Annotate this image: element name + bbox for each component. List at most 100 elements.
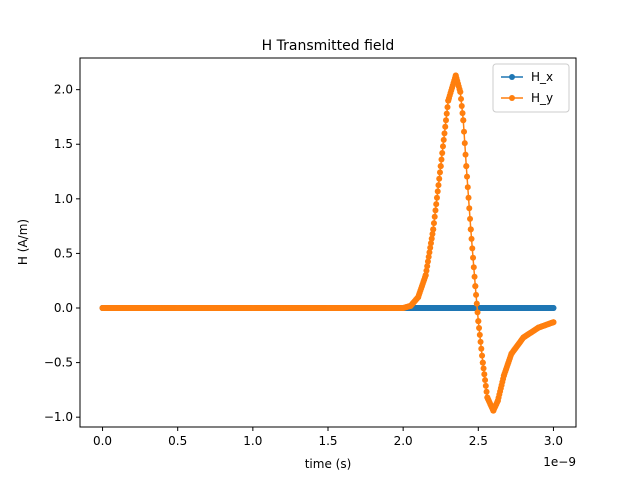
series-marker [464, 184, 471, 191]
series-marker [433, 194, 440, 201]
data-point [452, 72, 459, 79]
data-point [249, 305, 256, 311]
series-marker [435, 182, 442, 189]
legend: H_x H_y [492, 63, 570, 113]
series-marker [428, 235, 435, 242]
series-marker [473, 300, 480, 307]
series-marker [482, 377, 489, 384]
data-point [174, 305, 181, 311]
y-tick-label: 0.0 [54, 301, 73, 315]
series-marker [427, 244, 434, 251]
series-marker [430, 220, 437, 227]
series-marker [436, 175, 443, 182]
series-marker [444, 104, 451, 111]
series-marker [471, 273, 478, 280]
series-marker [439, 143, 446, 150]
legend-label: H_y [531, 91, 553, 105]
series-marker [478, 345, 485, 352]
x-tick-label: 1.0 [243, 434, 262, 448]
y-tick-label: 0.5 [54, 246, 73, 260]
y-tick-label: 1.5 [54, 137, 73, 151]
series-marker [473, 291, 480, 298]
data-point [385, 305, 392, 311]
series-marker [442, 123, 449, 130]
data-point [422, 272, 429, 279]
x-tick-label: 1.5 [318, 434, 337, 448]
x-axis-label: time (s) [305, 457, 352, 471]
series-marker [443, 110, 450, 117]
data-point [400, 305, 407, 311]
series-marker [441, 130, 448, 137]
x-offset-label: 1e−9 [543, 455, 576, 469]
series-marker [477, 338, 484, 345]
legend-marker [509, 74, 515, 80]
data-point [457, 88, 464, 95]
series-marker [432, 207, 439, 214]
data-point [467, 226, 474, 233]
data-point [445, 97, 452, 104]
data-point [460, 117, 467, 124]
series-marker [480, 365, 487, 372]
series-marker [464, 173, 471, 180]
legend-item: H_y [501, 91, 553, 105]
chart-title: H Transmitted field [262, 38, 395, 54]
x-tick-label: 2.0 [394, 434, 413, 448]
series-marker [476, 331, 483, 338]
series-marker [431, 213, 438, 220]
data-point [415, 294, 422, 301]
series-marker [466, 205, 473, 212]
series-h-y [99, 72, 557, 414]
legend-label: H_x [531, 70, 553, 84]
data-point [490, 407, 497, 414]
legend-item: H_x [501, 70, 553, 84]
series-marker [470, 264, 477, 271]
data-point [550, 305, 557, 311]
data-point [430, 226, 437, 233]
data-point [500, 372, 507, 379]
series-marker [436, 169, 443, 176]
series-marker [470, 254, 477, 261]
series-marker [468, 235, 475, 242]
x-tick-label: 0.5 [168, 434, 187, 448]
series-marker [481, 371, 488, 378]
data-point [520, 334, 527, 341]
data-point [472, 283, 479, 290]
series-marker [426, 249, 433, 256]
data-point [535, 324, 542, 331]
series-marker [483, 388, 490, 395]
series-marker [439, 149, 446, 156]
data-point [484, 394, 491, 401]
series-marker [429, 230, 436, 237]
series-marker [482, 382, 489, 389]
data-point [325, 305, 331, 311]
data-point [479, 359, 486, 366]
data-point [463, 163, 470, 170]
series-marker [424, 258, 431, 265]
x-tick-label: 2.5 [469, 434, 488, 448]
data-point [99, 305, 106, 311]
data-point [407, 302, 414, 309]
series-marker [474, 309, 481, 316]
data-point [437, 163, 444, 170]
y-axis-label: H (A/m) [16, 219, 30, 265]
series-marker [458, 103, 465, 110]
data-point [475, 318, 482, 325]
series-marker [423, 267, 430, 274]
data-point [508, 350, 515, 357]
series-marker [467, 215, 474, 222]
data-point [550, 319, 557, 326]
series-marker [438, 156, 445, 163]
series-marker [469, 245, 476, 252]
series-marker [465, 194, 472, 201]
y-tick-label: 2.0 [54, 83, 73, 97]
x-tick-label: 0.0 [93, 434, 112, 448]
series-marker [476, 325, 483, 332]
series-marker [461, 140, 468, 147]
series-layer [99, 72, 557, 414]
series-marker [427, 240, 434, 247]
legend-marker [509, 95, 515, 101]
data-point [494, 397, 501, 404]
series-marker [442, 117, 449, 124]
series-marker [433, 201, 440, 208]
